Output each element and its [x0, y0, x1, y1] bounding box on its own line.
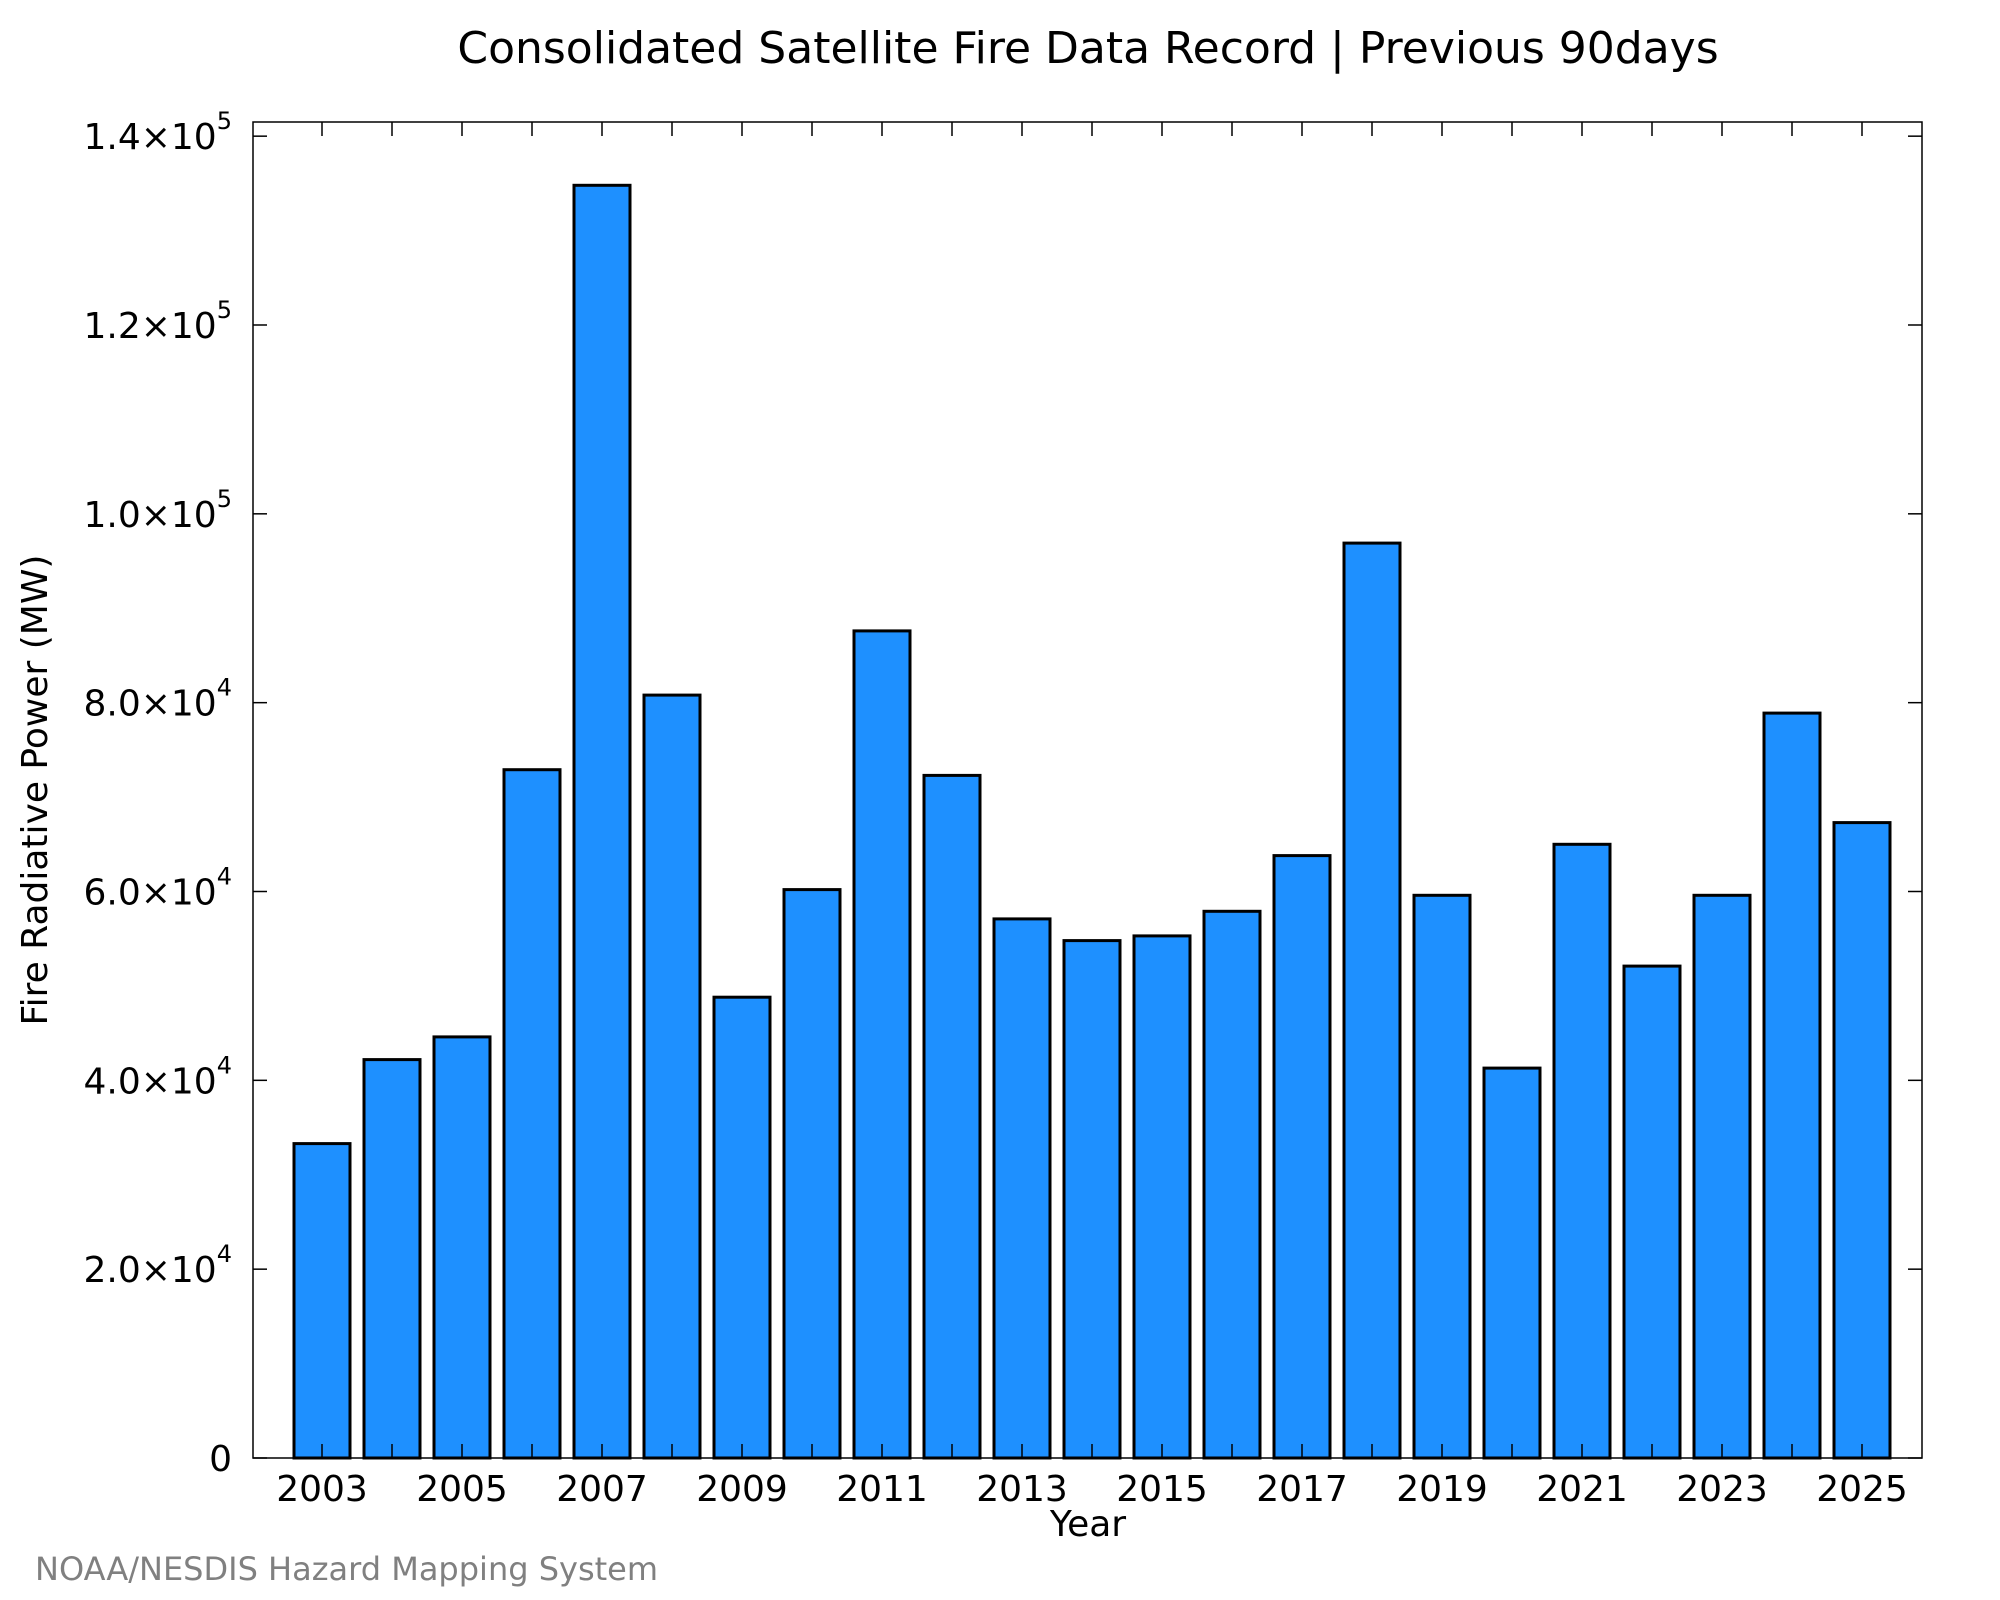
y-tick-label-60000: 6.0×104 [83, 862, 232, 913]
x-tick-label-2025: 2025 [1816, 1469, 1908, 1510]
bar-2019 [1412, 893, 1472, 1460]
y-tick-label-100000: 1.0×105 [83, 485, 232, 536]
bar-2008 [642, 693, 702, 1460]
bar-2011 [852, 629, 912, 1460]
bars-group [292, 183, 1892, 1460]
x-tick-label-2003: 2003 [276, 1469, 368, 1510]
x-tick-label-2013: 2013 [976, 1469, 1068, 1510]
x-tick-label-2021: 2021 [1536, 1469, 1628, 1510]
x-ticks-group: 2003 2005 2007 2009 2011 2013 2015 2017 2019 2021… [276, 122, 1908, 1510]
bar-2020 [1482, 1066, 1542, 1460]
x-tick-label-2011: 2011 [836, 1469, 928, 1510]
bar-2006 [502, 768, 562, 1460]
bar-2007 [572, 183, 632, 1460]
bar-2015 [1132, 934, 1192, 1460]
y-tick-label-40000: 4.0×104 [83, 1051, 232, 1102]
bar-2016 [1202, 909, 1262, 1460]
y-tick-label-0: 0 [209, 1439, 232, 1480]
bar-2004 [362, 1058, 422, 1460]
bar-2022 [1622, 964, 1682, 1460]
bar-2023 [1692, 893, 1752, 1460]
x-tick-label-2015: 2015 [1116, 1469, 1208, 1510]
bar-2018 [1342, 541, 1402, 1460]
bar-2024 [1762, 711, 1822, 1460]
x-tick-label-2007: 2007 [556, 1469, 648, 1510]
y-tick-label-140000: 1.4×105 [83, 107, 232, 158]
y-axis-title: Fire Radiative Power (MW) [15, 555, 56, 1026]
bar-2025 [1832, 821, 1892, 1460]
bar-2010 [782, 888, 842, 1460]
x-tick-label-2017: 2017 [1256, 1469, 1348, 1510]
credit-text: NOAA/NESDIS Hazard Mapping System [35, 1550, 658, 1588]
bar-2012 [922, 773, 982, 1460]
bar-2009 [712, 995, 772, 1460]
x-tick-label-2019: 2019 [1396, 1469, 1488, 1510]
y-tick-label-120000: 1.2×105 [83, 296, 232, 347]
bar-2003 [292, 1142, 352, 1460]
bar-2014 [1062, 939, 1122, 1460]
bar-2021 [1552, 842, 1612, 1460]
bar-2017 [1272, 854, 1332, 1460]
y-tick-label-20000: 2.0×104 [83, 1240, 232, 1291]
y-ticks-group: 0 2.0×104 4.0×104 6.0×104 8.0×104 1.0×105 1.2×… [83, 107, 1922, 1480]
bar-2013 [992, 917, 1052, 1460]
x-tick-label-2023: 2023 [1676, 1469, 1768, 1510]
x-axis-title: Year [1049, 1504, 1126, 1545]
x-tick-label-2005: 2005 [416, 1469, 508, 1510]
bar-2005 [432, 1035, 492, 1460]
x-tick-label-2009: 2009 [696, 1469, 788, 1510]
chart-title: Consolidated Satellite Fire Data Record … [457, 23, 1718, 74]
plot-frame [252, 121, 1923, 1459]
y-tick-label-80000: 8.0×104 [83, 674, 232, 725]
